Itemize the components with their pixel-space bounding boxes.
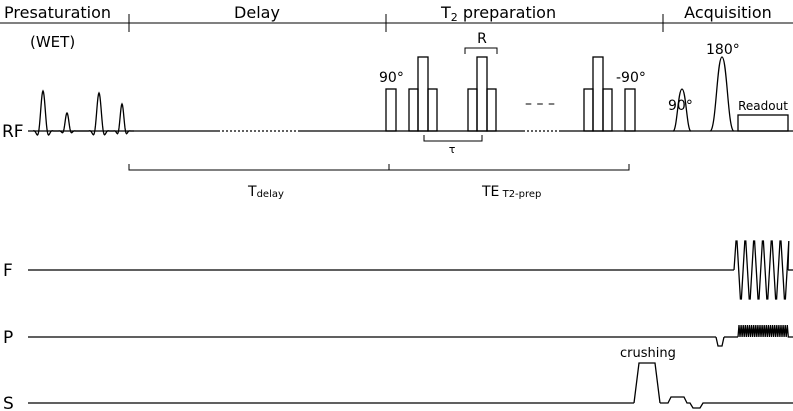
section-header: Presaturation (WET) Delay T2 preparation… bbox=[0, 3, 793, 51]
acq-90-label: 90° bbox=[668, 98, 693, 114]
f-channel: F bbox=[3, 240, 793, 300]
rf-neg90-label: -90° bbox=[616, 70, 646, 86]
p-channel-label: P bbox=[3, 328, 13, 348]
te-t2prep-label: TE T2-prep bbox=[481, 184, 541, 200]
rf-90-label: 90° bbox=[379, 70, 404, 86]
acq-180-label: 180° bbox=[706, 42, 740, 58]
s-channel-label: S bbox=[3, 394, 14, 411]
crushing-label: crushing bbox=[620, 346, 676, 361]
f-channel-label: F bbox=[3, 261, 13, 281]
wet-presaturation-pulses bbox=[33, 89, 134, 136]
r-bracket bbox=[464, 47, 498, 54]
rf-neg90-pulse bbox=[624, 88, 636, 132]
rf-ellipsis: – – – bbox=[525, 96, 555, 112]
timing-brackets: Tdelay TE T2-prep bbox=[128, 164, 630, 200]
readout-label: Readout bbox=[738, 99, 788, 113]
rf-90-pulse bbox=[385, 88, 397, 132]
composite-refocus-pulse-2 bbox=[467, 56, 497, 132]
f-readout-gradient bbox=[733, 240, 790, 300]
section-acquisition: Acquisition bbox=[684, 3, 772, 22]
rf-channel-label: RF bbox=[2, 122, 24, 142]
p-channel: P bbox=[3, 324, 793, 348]
composite-refocus-pulse-3 bbox=[583, 56, 613, 132]
acq-180-pulse bbox=[709, 56, 735, 132]
p-phase-encode-lobe bbox=[715, 336, 725, 347]
composite-refocus-pulse-1 bbox=[408, 56, 438, 132]
section-presaturation: Presaturation bbox=[4, 3, 111, 22]
acq-90-pulse bbox=[672, 88, 692, 132]
rf-channel: RF 90° R τ – – – bbox=[2, 31, 793, 156]
section-wet-label: (WET) bbox=[30, 33, 75, 51]
tau-label: τ bbox=[449, 143, 456, 156]
section-t2-preparation: T2 preparation bbox=[440, 3, 556, 24]
readout-box bbox=[737, 114, 789, 132]
s-channel: S crushing bbox=[3, 346, 793, 411]
timing-line bbox=[128, 164, 630, 171]
tau-bracket bbox=[423, 135, 483, 142]
crushing-gradient bbox=[633, 362, 661, 404]
r-label: R bbox=[477, 31, 487, 47]
p-blip-gradients bbox=[737, 324, 793, 338]
slice-select-gradient bbox=[660, 396, 793, 409]
tdelay-label: Tdelay bbox=[247, 184, 284, 200]
section-delay: Delay bbox=[234, 3, 280, 22]
